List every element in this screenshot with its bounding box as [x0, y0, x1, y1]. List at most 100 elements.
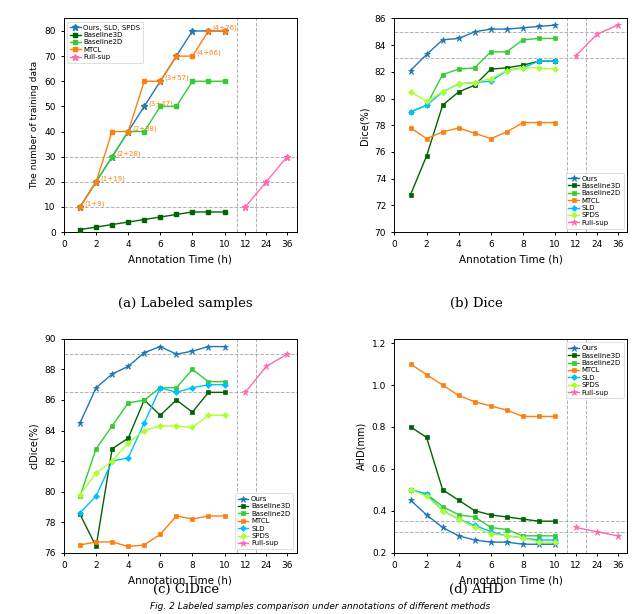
- Baseline3D: [92, 223, 100, 231]
- MTCL: [189, 52, 196, 60]
- Baseline2D: [503, 48, 511, 55]
- Line: SPDS: SPDS: [408, 488, 557, 544]
- Ours: [221, 343, 228, 350]
- Ours, SLD, SPDS: [173, 52, 180, 60]
- SLD: [551, 58, 559, 65]
- Baseline3D: [92, 543, 100, 550]
- Ours, SLD, SPDS: [140, 103, 148, 110]
- Baseline3D: [205, 389, 212, 396]
- Baseline2D: [92, 178, 100, 185]
- Line: MTCL: MTCL: [408, 120, 557, 141]
- Full-sup: [284, 153, 291, 160]
- Baseline3D: [455, 497, 463, 504]
- Ours: [423, 511, 431, 519]
- Baseline2D: [551, 532, 559, 540]
- Y-axis label: clDice(%): clDice(%): [29, 422, 38, 469]
- Text: (1+9): (1+9): [84, 201, 104, 207]
- Baseline3D: [503, 513, 511, 521]
- Baseline2D: [156, 384, 164, 392]
- SPDS: [535, 538, 543, 546]
- MTCL: [108, 538, 116, 546]
- SPDS: [535, 64, 543, 71]
- SPDS: [455, 515, 463, 523]
- Baseline2D: [140, 396, 148, 403]
- X-axis label: Annotation Time (h): Annotation Time (h): [459, 575, 563, 586]
- MTCL: [535, 119, 543, 126]
- Line: Baseline3D: Baseline3D: [78, 391, 227, 548]
- MTCL: [455, 392, 463, 399]
- Baseline3D: [189, 208, 196, 216]
- Text: (3+57): (3+57): [164, 75, 189, 82]
- Line: MTCL: MTCL: [408, 362, 557, 419]
- Ours: [124, 363, 132, 370]
- MTCL: [76, 542, 84, 549]
- Line: Full-sup: Full-sup: [242, 154, 291, 211]
- MTCL: [487, 402, 495, 410]
- Line: Baseline3D: Baseline3D: [78, 210, 227, 231]
- Ours: [76, 419, 84, 427]
- Line: Full-sup: Full-sup: [572, 524, 621, 539]
- Baseline2D: [487, 524, 495, 531]
- Baseline2D: [439, 71, 447, 78]
- Ours: [423, 51, 431, 58]
- Full-sup: [262, 178, 270, 185]
- MTCL: [108, 128, 116, 135]
- Y-axis label: The number of training data: The number of training data: [29, 61, 38, 189]
- Baseline2D: [76, 492, 84, 500]
- SLD: [205, 381, 212, 389]
- Legend: Ours, Baseline3D, Baseline2D, MTCL, SLD, SPDS, Full-sup: Ours, Baseline3D, Baseline2D, MTCL, SLD,…: [566, 173, 624, 228]
- SLD: [455, 80, 463, 88]
- Baseline2D: [519, 532, 527, 540]
- Ours: [503, 538, 511, 546]
- Baseline3D: [173, 211, 180, 218]
- MTCL: [173, 52, 180, 60]
- SLD: [76, 509, 84, 516]
- SLD: [487, 77, 495, 85]
- Line: Ours, SLD, SPDS: Ours, SLD, SPDS: [77, 28, 228, 211]
- Baseline3D: [487, 511, 495, 519]
- Ours: [503, 25, 511, 33]
- Baseline2D: [173, 103, 180, 110]
- Text: (c) ClDice: (c) ClDice: [152, 583, 219, 596]
- SPDS: [423, 98, 431, 105]
- Line: Baseline2D: Baseline2D: [78, 367, 227, 498]
- Ours, SLD, SPDS: [221, 27, 228, 34]
- SPDS: [205, 411, 212, 419]
- Baseline3D: [551, 518, 559, 525]
- Ours, SLD, SPDS: [205, 27, 212, 34]
- MTCL: [423, 135, 431, 142]
- Line: SLD: SLD: [408, 59, 557, 114]
- SPDS: [551, 538, 559, 546]
- Baseline2D: [406, 486, 414, 494]
- SLD: [439, 88, 447, 96]
- Baseline2D: [503, 526, 511, 533]
- Ours: [205, 343, 212, 350]
- SLD: [108, 457, 116, 465]
- Line: MTCL: MTCL: [78, 29, 227, 209]
- Baseline3D: [455, 88, 463, 96]
- Line: SPDS: SPDS: [408, 66, 557, 103]
- SPDS: [140, 427, 148, 434]
- Text: (d) AHD: (d) AHD: [449, 583, 504, 596]
- Baseline2D: [221, 77, 228, 85]
- Ours: [551, 21, 559, 29]
- SPDS: [92, 470, 100, 477]
- SPDS: [519, 534, 527, 542]
- Line: Full-sup: Full-sup: [242, 351, 291, 396]
- SLD: [124, 454, 132, 462]
- Line: Ours: Ours: [77, 343, 228, 426]
- MTCL: [221, 27, 228, 34]
- Text: (4+66): (4+66): [196, 50, 221, 56]
- MTCL: [173, 512, 180, 519]
- Ours: [551, 540, 559, 548]
- Ours, SLD, SPDS: [189, 27, 196, 34]
- Baseline3D: [439, 486, 447, 494]
- MTCL: [503, 128, 511, 136]
- MTCL: [471, 130, 479, 137]
- SPDS: [519, 64, 527, 71]
- SLD: [189, 384, 196, 392]
- MTCL: [551, 413, 559, 420]
- Ours: [535, 540, 543, 548]
- MTCL: [439, 128, 447, 136]
- Full-sup: [241, 389, 249, 396]
